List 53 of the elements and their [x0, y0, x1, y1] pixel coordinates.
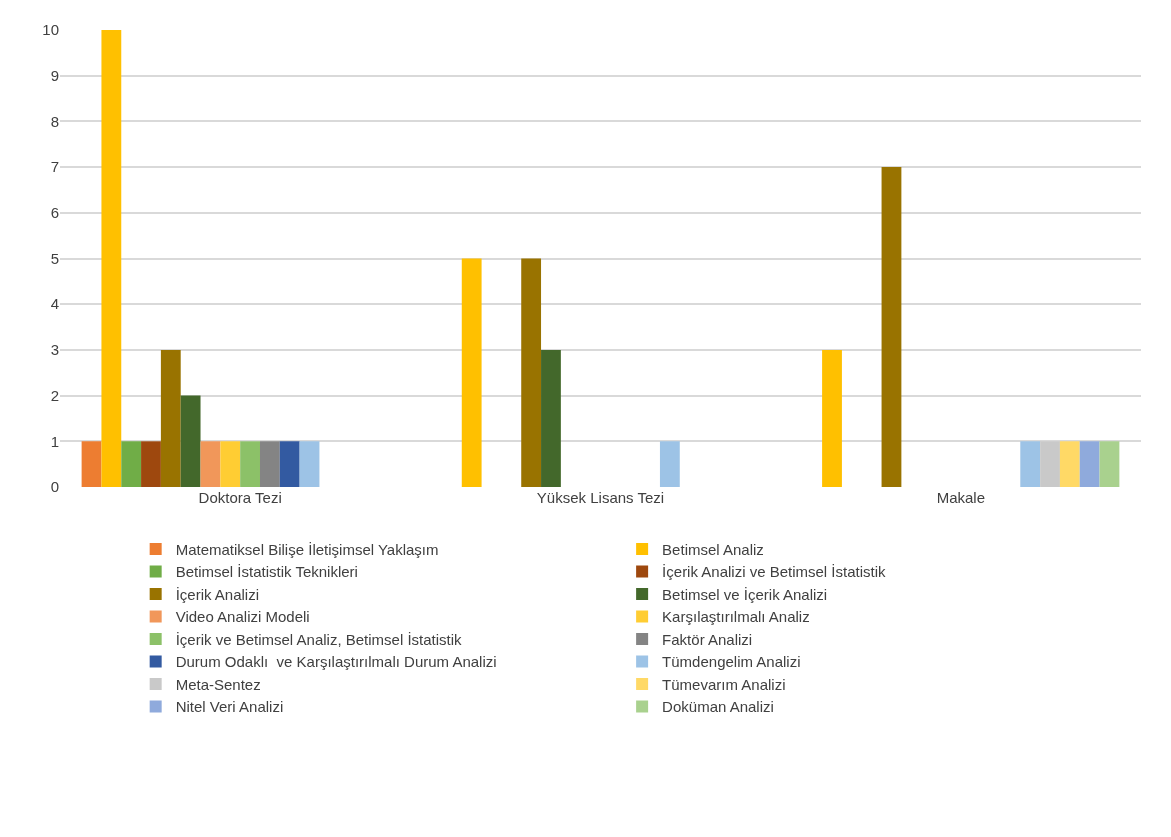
x-tick-label: Yüksek Lisans Tezi [536, 489, 665, 506]
legend-label: Durum Odaklı ve Karşılaştırılmalı Durum Analizi [175, 653, 497, 671]
bar [659, 441, 680, 487]
legend-label: Doküman Analizi [662, 698, 774, 716]
bar [1020, 441, 1041, 487]
bar [121, 441, 142, 487]
bar [1040, 441, 1060, 487]
y-tick-label: 3 [50, 341, 59, 359]
legend-label: Betimsel ve İçerik Analizi [662, 585, 828, 603]
legend-label: Video Analizi Modeli [175, 608, 310, 626]
bar [461, 258, 482, 487]
bar [1079, 441, 1100, 487]
bar [240, 441, 260, 487]
bar [259, 441, 280, 487]
bar [541, 349, 561, 487]
legend-label: İçerik Analizi ve Betimsel İstatistik [662, 563, 887, 581]
y-tick-label: 1 [50, 432, 59, 450]
legend-label: Tümdengelim Analizi [662, 653, 801, 671]
bar [279, 441, 300, 487]
legend-label: Betimsel Analiz [662, 540, 764, 558]
y-tick-label: 5 [50, 249, 59, 267]
legend-label: Nitel Veri Analizi [175, 698, 284, 716]
bar [180, 395, 201, 487]
y-tick-label: 2 [50, 386, 59, 404]
legend-label: İçerik Analizi [175, 585, 260, 603]
legend-label: Meta-Sentez [175, 675, 261, 693]
bar [220, 441, 241, 487]
legend-label: Karşılaştırılmalı Analiz [662, 608, 810, 626]
legend-label: İçerik ve Betimsel Analiz, Betimsel İstatistik [175, 630, 463, 648]
y-tick-label: 9 [50, 66, 59, 84]
x-tick-label: Makale [936, 489, 986, 506]
bar [822, 349, 842, 487]
bar [101, 30, 122, 487]
bar [881, 167, 902, 487]
bar [521, 258, 542, 487]
x-tick-label: Doktora Tezi [198, 489, 282, 506]
y-tick-label: 8 [50, 112, 59, 130]
bar [1099, 441, 1120, 487]
bar [200, 441, 221, 487]
bar [141, 441, 161, 487]
legend-label: Tümevarım Analizi [662, 675, 786, 693]
y-tick-label: 6 [50, 204, 59, 222]
y-tick-label: 7 [50, 158, 59, 176]
bar [160, 349, 181, 487]
y-tick-label: 10 [42, 21, 59, 39]
legend-label: Betimsel İstatistik Teknikleri [175, 563, 358, 581]
bar [1059, 441, 1080, 487]
y-tick-label: 0 [50, 478, 59, 496]
legend-label: Faktör Analizi [662, 630, 753, 648]
bar [81, 441, 102, 487]
bar [299, 441, 320, 487]
legend-label: Matematiksel Bilişe İletişimsel Yaklaşım [175, 540, 439, 558]
y-tick-label: 4 [50, 295, 59, 313]
